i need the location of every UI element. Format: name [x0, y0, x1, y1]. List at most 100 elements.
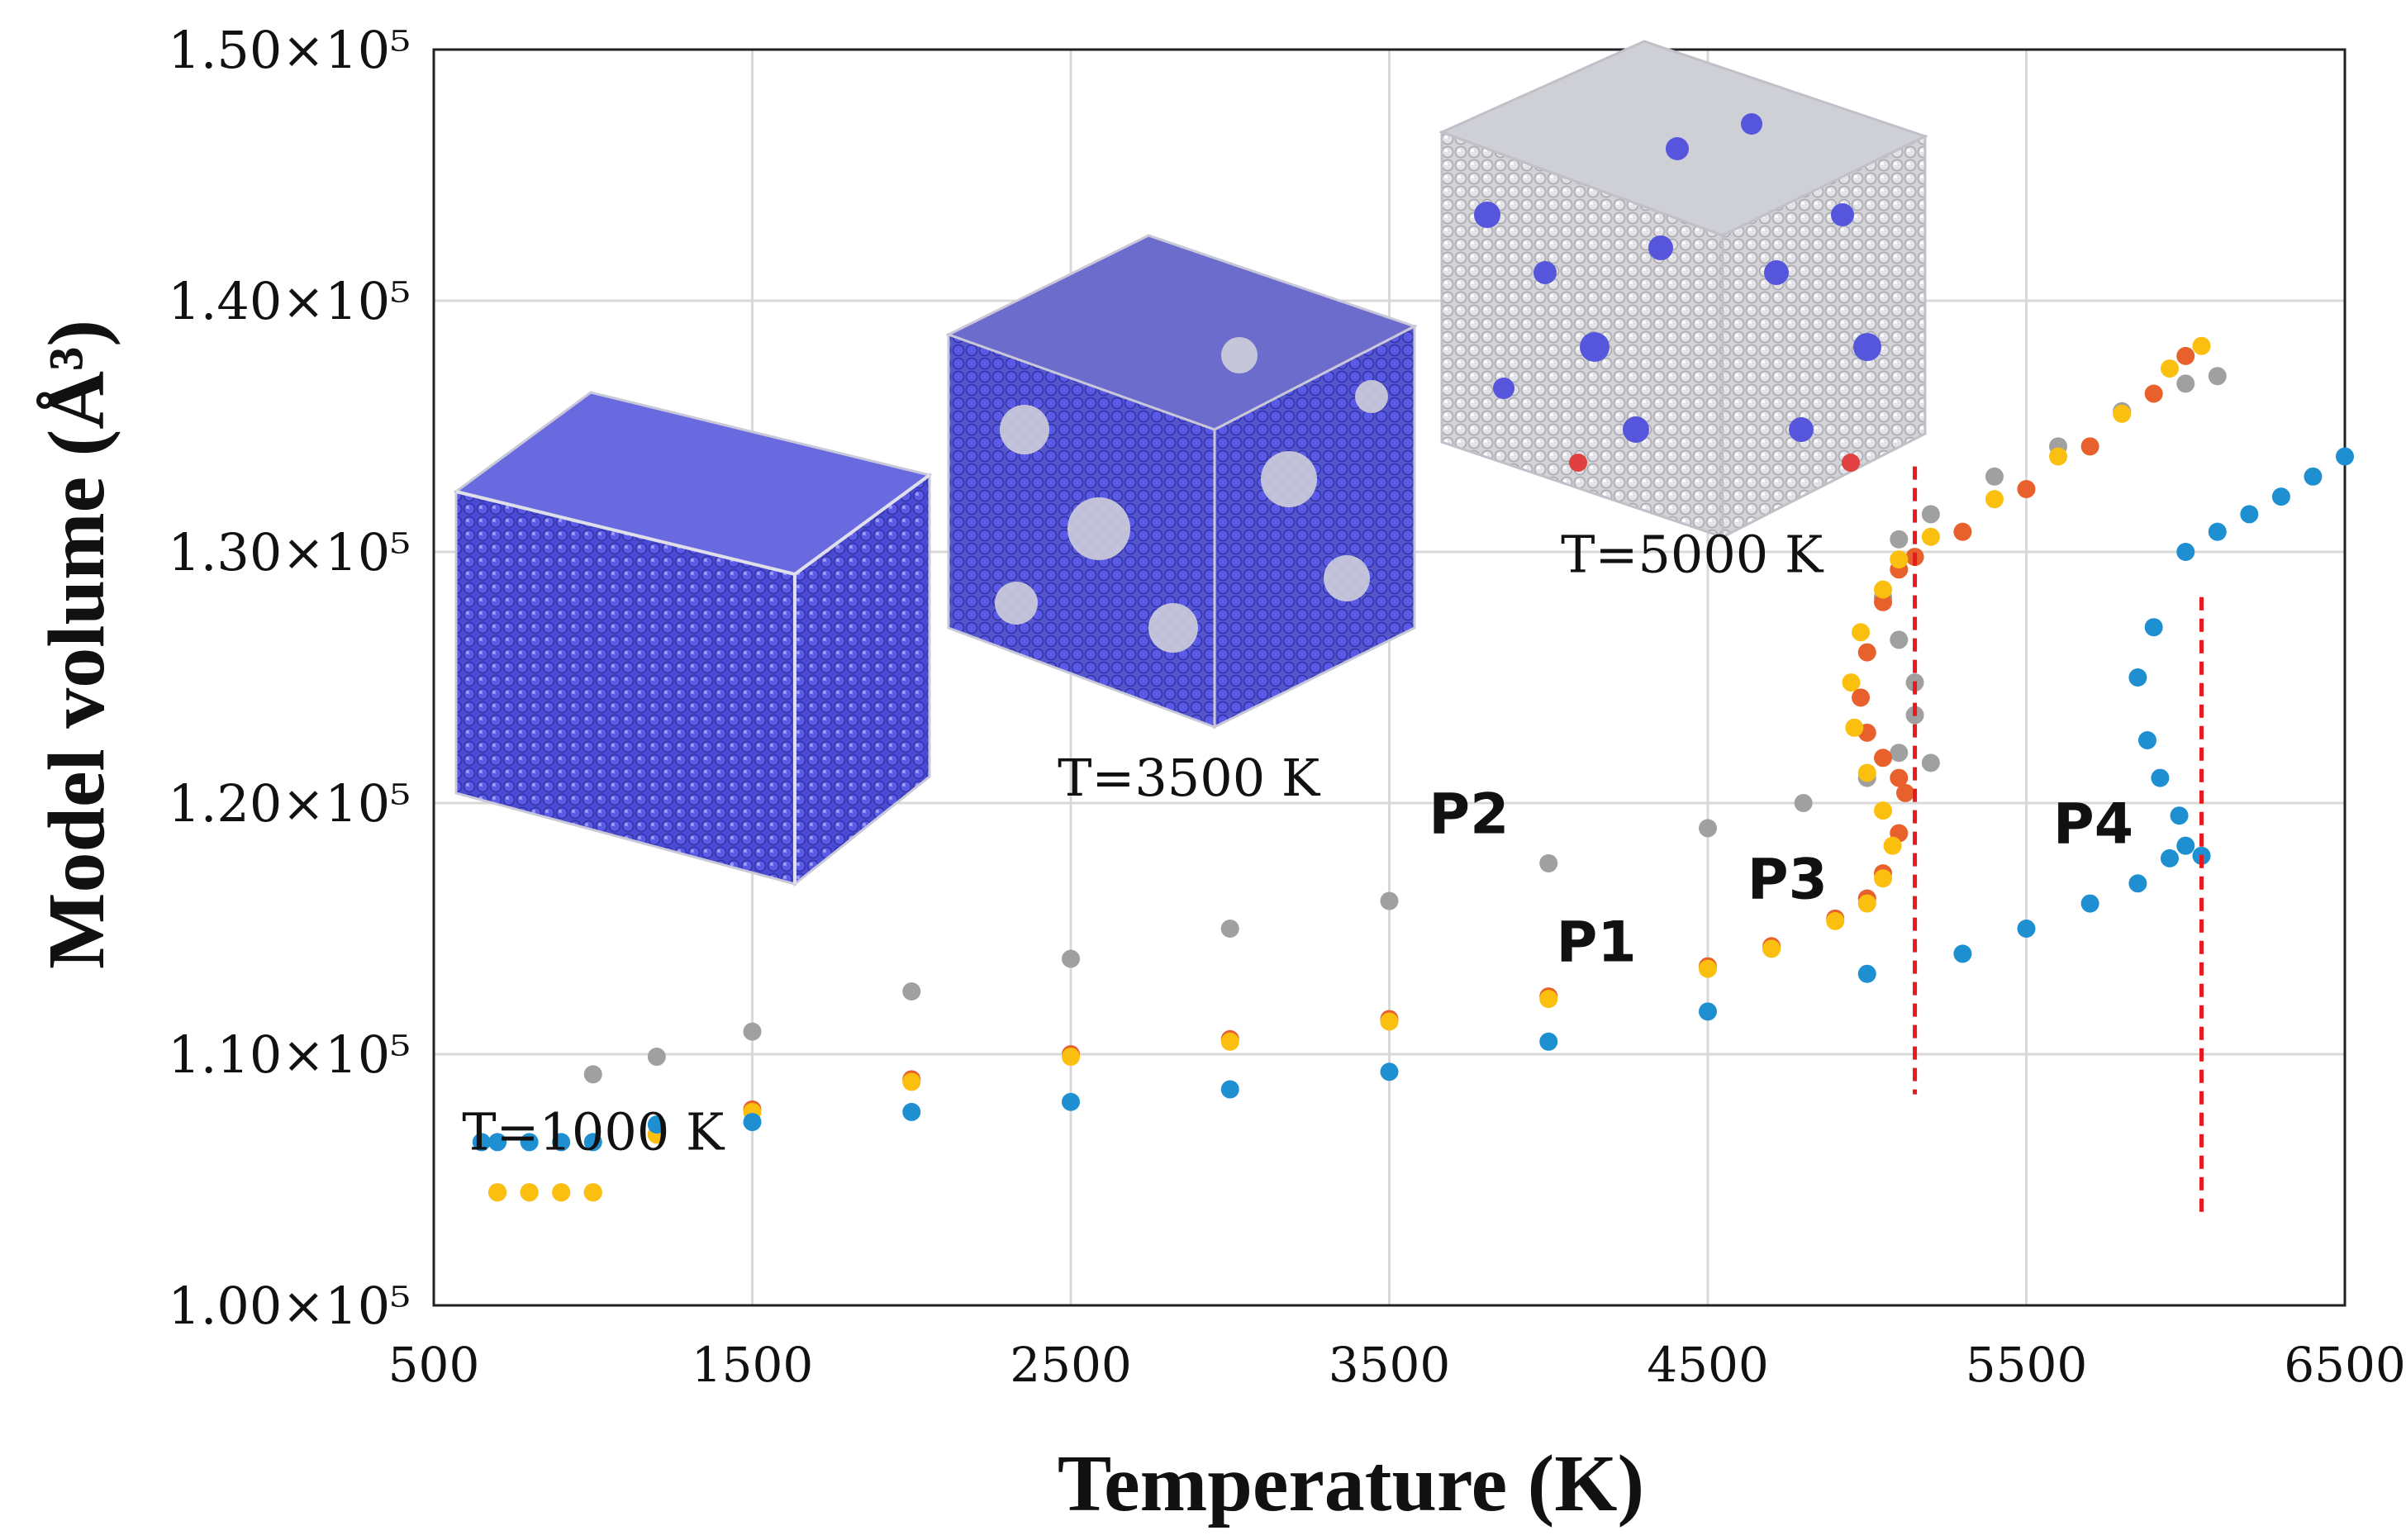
data-point-p4 [2170, 806, 2189, 825]
data-point-p3 [1699, 959, 1717, 978]
data-point-p3 [1883, 836, 1902, 855]
inset-label-3: T=5000 K [1561, 524, 1824, 584]
data-point-p3 [1062, 1048, 1080, 1067]
data-point-p3 [1985, 490, 2004, 509]
data-point-p4 [2160, 848, 2179, 867]
y-tick-label: 1.50×10⁵ [168, 20, 411, 80]
data-point-p2 [583, 1065, 602, 1084]
x-tick-label: 3500 [1329, 1337, 1451, 1393]
data-point-p3 [1842, 673, 1861, 692]
data-point-p4 [2151, 768, 2170, 787]
data-point-p4 [1857, 964, 1876, 983]
data-point-p1 [1953, 522, 1972, 541]
data-point-p2 [1890, 530, 1909, 549]
data-point-p3 [1874, 580, 1893, 599]
inset-label-1: T=1000 K [462, 1102, 725, 1162]
data-point-p4 [2304, 467, 2323, 486]
data-point-p4 [2176, 543, 2195, 561]
data-point-p4 [647, 1115, 666, 1134]
data-point-p3 [1539, 990, 1558, 1009]
y-axis-ticks: 1.00×10⁵ 1.10×10⁵ 1.20×10⁵ 1.30×10⁵ 1.40×10⁵… [168, 20, 411, 1336]
data-point-p2 [1890, 630, 1909, 649]
inset-label-2: T=3500 K [1058, 748, 1321, 808]
y-tick-label: 1.20×10⁵ [168, 773, 411, 834]
data-point-p3 [1857, 894, 1876, 913]
data-point-p4 [2271, 487, 2290, 506]
data-point-p4 [2240, 505, 2259, 524]
data-point-p3 [1220, 1032, 1239, 1051]
data-point-p1 [2176, 346, 2195, 365]
data-point-p1 [1874, 749, 1893, 768]
data-point-p3 [2113, 404, 2132, 423]
data-point-p4 [743, 1113, 762, 1132]
data-point-p3 [552, 1183, 571, 1202]
y-tick-label: 1.00×10⁵ [168, 1276, 411, 1336]
data-point-p4 [1539, 1032, 1558, 1051]
data-point-p3 [1890, 550, 1909, 569]
data-point-p3 [902, 1072, 921, 1091]
x-tick-label: 2500 [1010, 1337, 1132, 1393]
data-point-p2 [2176, 374, 2195, 393]
data-point-p4 [1380, 1062, 1399, 1081]
data-point-p3 [1845, 718, 1864, 737]
annotation-lines [1913, 466, 2204, 1220]
data-point-p4 [902, 1102, 921, 1121]
data-point-p3 [1852, 623, 1871, 642]
series-p4 [472, 447, 2354, 1152]
data-point-p1 [1890, 768, 1909, 787]
data-point-p4 [2176, 836, 2195, 855]
data-point-p2 [1220, 920, 1239, 938]
plot-frame [432, 48, 2347, 1307]
data-point-p4 [2080, 894, 2099, 913]
data-point-p1 [2017, 480, 2036, 498]
data-point-p4 [552, 1133, 571, 1152]
data-point-p4 [1220, 1080, 1239, 1099]
series-labels: P1 P2 P3 P4 [1429, 782, 2133, 975]
data-point-p4 [1953, 944, 1972, 963]
data-point-p2 [647, 1048, 666, 1067]
data-point-p3 [1380, 1012, 1399, 1031]
series-label-p2: P2 [1429, 782, 1509, 847]
data-point-p3 [520, 1183, 539, 1202]
data-point-p4 [520, 1133, 539, 1152]
data-point-p4 [1062, 1092, 1080, 1111]
data-point-p3 [1874, 869, 1893, 888]
inset-cube-5000k [1438, 40, 1928, 539]
data-point-p4 [583, 1133, 602, 1152]
data-point-p1 [2080, 437, 2099, 456]
data-point-p2 [902, 982, 921, 1001]
x-tick-label: 5500 [1966, 1337, 2088, 1393]
data-point-p2 [1921, 753, 1940, 772]
data-point-p3 [1874, 801, 1893, 820]
data-point-p2 [1062, 949, 1080, 968]
data-point-p4 [472, 1133, 491, 1152]
data-point-p4 [2137, 731, 2156, 749]
data-point-p1 [1852, 688, 1871, 707]
data-point-p3 [1762, 939, 1781, 958]
x-tick-label: 4500 [1647, 1337, 1769, 1393]
data-point-p1 [1896, 783, 1915, 802]
series-label-p3: P3 [1747, 848, 1828, 913]
data-point-p3 [1921, 527, 1940, 546]
data-point-p1 [1874, 592, 1893, 611]
data-point-p4 [2128, 668, 2147, 687]
data-points [472, 336, 2354, 1202]
data-point-p4 [488, 1133, 507, 1152]
inset-cube-3500k [945, 234, 1418, 730]
data-point-p1 [2144, 384, 2163, 403]
x-tick-label: 500 [388, 1337, 480, 1393]
data-point-p4 [2336, 447, 2354, 466]
data-point-p4 [2128, 874, 2147, 893]
y-tick-label: 1.30×10⁵ [168, 522, 411, 582]
y-tick-label: 1.10×10⁵ [168, 1024, 411, 1085]
data-point-p3 [2160, 359, 2179, 378]
inset-cube-1000k [453, 391, 933, 887]
data-point-p3 [1857, 763, 1876, 782]
data-point-p4 [2144, 618, 2163, 637]
x-axis-title: Temperature (K) [1058, 1439, 1644, 1528]
data-point-p2 [743, 1022, 762, 1041]
data-point-p2 [1921, 505, 1940, 524]
inset-labels: T=1000 K T=3500 K T=5000 K [462, 524, 1824, 1162]
series-label-p4: P4 [2053, 792, 2133, 858]
data-point-p3 [1826, 911, 1845, 930]
